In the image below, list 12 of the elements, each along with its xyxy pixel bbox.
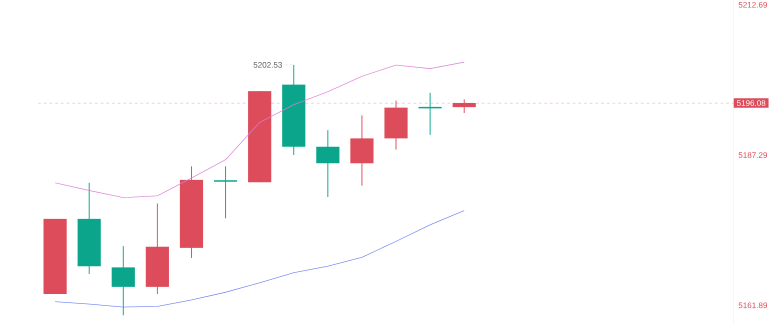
candlestick	[452, 98, 476, 114]
candlestick	[112, 245, 135, 316]
candlestick	[316, 129, 340, 198]
annotation: 5202.53	[254, 62, 282, 68]
y-tick-label: 5212.69	[738, 2, 768, 8]
y-tick-label: 5187.29	[738, 152, 768, 158]
y-tick-label: 5161.89	[738, 302, 768, 308]
candlestick	[213, 166, 238, 219]
line-series	[54, 210, 465, 308]
line-series	[54, 62, 465, 198]
ref-line-label: 5196.08	[736, 100, 766, 106]
candlestick	[418, 92, 442, 136]
